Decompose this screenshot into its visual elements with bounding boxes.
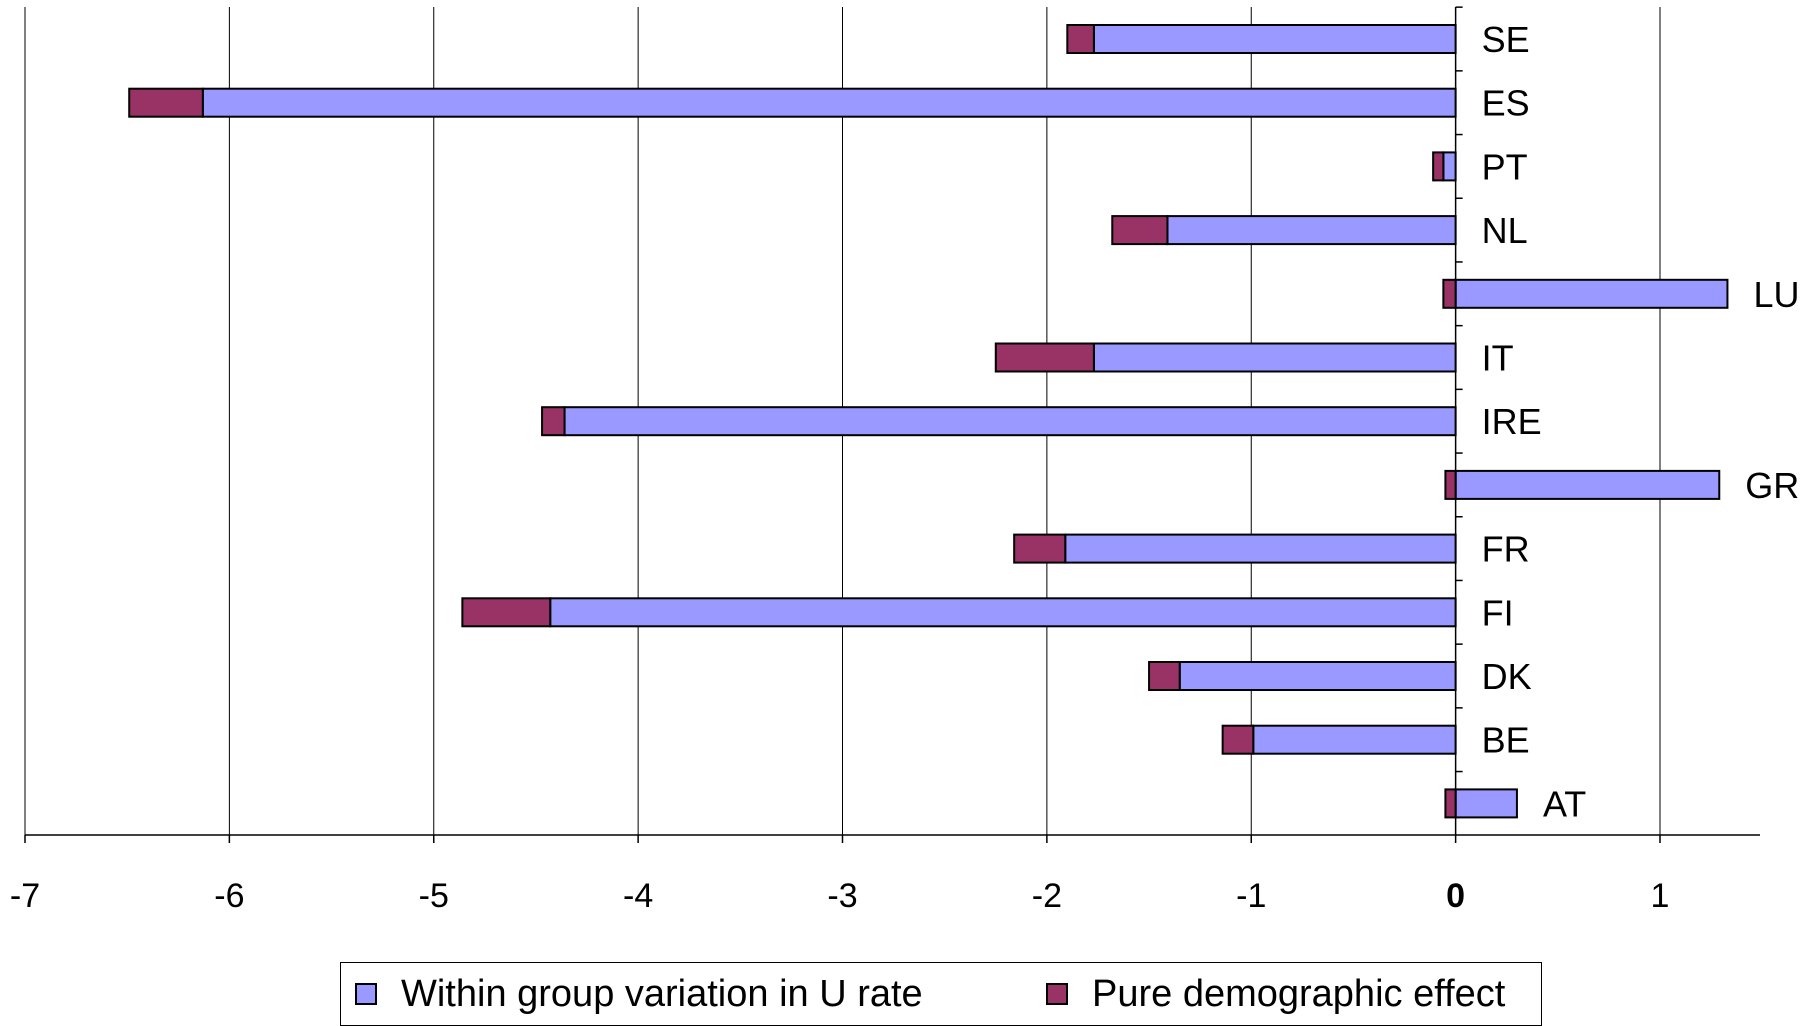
legend-swatch-pure-demographic <box>1046 983 1068 1005</box>
bar-demographic-dk <box>1148 661 1181 691</box>
bar-within-group-se <box>1092 24 1457 54</box>
bar-demographic-it <box>994 342 1095 373</box>
bar-within-group-pt <box>1442 151 1457 182</box>
category-label: GR <box>1745 465 1799 506</box>
legend-label-pure-demographic: Pure demographic effect <box>1092 972 1506 1015</box>
bar-demographic-fi <box>461 597 552 628</box>
legend-swatch-within-group <box>355 983 377 1005</box>
x-tick-label: 1 <box>1651 877 1670 915</box>
bar-demographic-lu <box>1442 278 1457 309</box>
x-tick-label: 0 <box>1446 877 1465 915</box>
bar-demographic-at <box>1444 788 1457 819</box>
bar-within-group-be <box>1252 724 1457 755</box>
category-label: LU <box>1753 274 1799 315</box>
bar-within-group-fi <box>549 597 1457 628</box>
category-label: FI <box>1482 592 1514 633</box>
category-label: DK <box>1482 656 1532 697</box>
bar-demographic-nl <box>1111 215 1169 246</box>
category-label: BE <box>1482 720 1530 761</box>
bar-within-group-ire <box>563 406 1457 437</box>
category-label: ES <box>1482 83 1530 124</box>
bars <box>128 24 1729 819</box>
category-label: NL <box>1482 210 1528 251</box>
x-tick-label: -6 <box>214 877 244 915</box>
x-tick-label: -2 <box>1032 877 1062 915</box>
legend-item-pure-demographic: Pure demographic effect <box>1046 963 1505 1025</box>
bar-within-group-it <box>1092 342 1457 373</box>
bar-demographic-be <box>1221 724 1255 755</box>
x-tick-label: -1 <box>1236 877 1266 915</box>
bar-demographic-se <box>1066 24 1095 54</box>
bar-within-group-at <box>1454 788 1518 819</box>
bar-within-group-dk <box>1178 661 1457 691</box>
bar-within-group-nl <box>1166 215 1457 246</box>
axes <box>24 6 1760 843</box>
legend-label-within-group: Within group variation in U rate <box>401 972 923 1015</box>
legend-item-within-group: Within group variation in U rate <box>355 963 923 1025</box>
category-label: FR <box>1482 529 1530 570</box>
bar-demographic-pt <box>1432 151 1445 182</box>
bar-demographic-ire <box>541 406 566 437</box>
category-label: SE <box>1482 19 1530 60</box>
labels: SE ES PT NL LU IT IRE GR FR FI DK BE AT -7 -6 -5 -4 -3 -2 -… <box>10 19 1800 915</box>
category-label: IT <box>1482 338 1514 379</box>
category-label: AT <box>1543 783 1586 824</box>
x-tick-label: -7 <box>10 877 40 915</box>
bar-demographic-gr <box>1444 469 1457 500</box>
category-label: IRE <box>1482 401 1542 442</box>
legend: Within group variation in U rate Pure de… <box>340 962 1542 1026</box>
x-tick-label: -4 <box>623 877 653 915</box>
x-tick-label: -5 <box>419 877 449 915</box>
bar-within-group-es <box>201 87 1457 118</box>
bar-demographic-fr <box>1013 533 1067 564</box>
bar-within-group-lu <box>1454 278 1729 309</box>
bar-demographic-es <box>128 87 204 118</box>
x-tick-label: -3 <box>827 877 857 915</box>
bar-within-group-fr <box>1064 533 1457 564</box>
category-label: PT <box>1482 146 1528 187</box>
bar-within-group-gr <box>1454 469 1721 500</box>
